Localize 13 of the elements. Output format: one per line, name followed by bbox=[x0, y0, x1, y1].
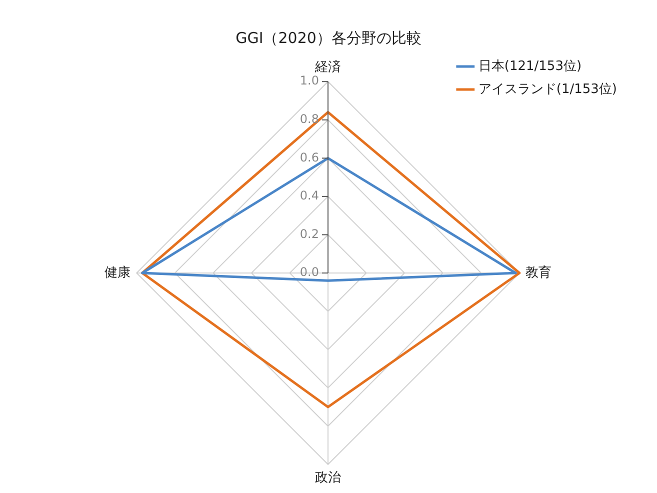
y-tick-label: 1.0 bbox=[300, 74, 319, 88]
y-tick-label: 0.2 bbox=[300, 226, 319, 241]
spoke-label: 経済 bbox=[314, 59, 341, 76]
y-tick-label: 0.0 bbox=[300, 265, 319, 280]
y-tick-label: 0.4 bbox=[300, 188, 319, 203]
legend-label: アイスランド(1/153位) bbox=[478, 82, 617, 97]
spoke-label: 教育 bbox=[525, 264, 552, 280]
chart-title: GGI（2020）各分野の比較 bbox=[236, 28, 422, 47]
spoke-label: 健康 bbox=[104, 265, 131, 280]
y-tick-label: 0.6 bbox=[300, 150, 319, 164]
y-tick-label: 0.8 bbox=[300, 112, 319, 126]
legend-label: 日本(121/153位) bbox=[478, 58, 582, 74]
spoke-label: 政治 bbox=[315, 470, 341, 486]
